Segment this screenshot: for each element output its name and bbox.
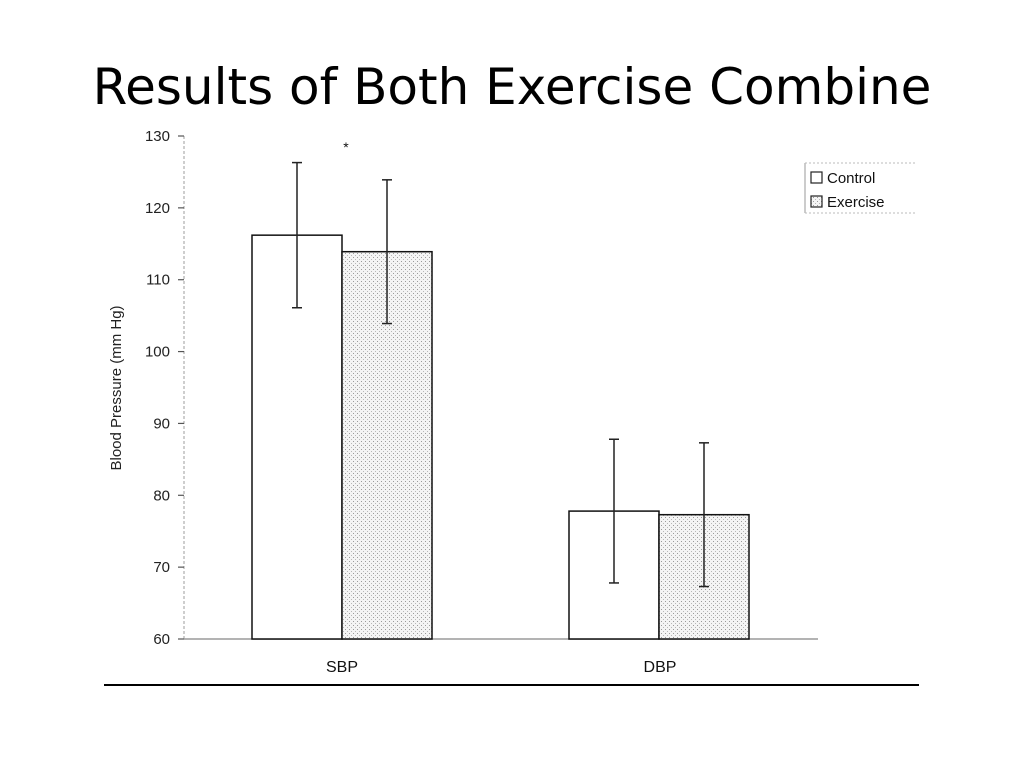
x-tick-label: SBP bbox=[326, 659, 358, 676]
legend-swatch-exercise bbox=[810, 195, 823, 208]
legend: Control Exercise bbox=[804, 162, 915, 214]
bars bbox=[251, 161, 750, 640]
y-tick-label: 70 bbox=[153, 559, 170, 576]
y-tick-label: 60 bbox=[153, 631, 170, 648]
bottom-rule bbox=[104, 684, 919, 686]
y-tick-label: 80 bbox=[153, 487, 170, 504]
legend-swatch-control bbox=[810, 171, 823, 184]
y-axis-label: Blood Pressure (mm Hg) bbox=[108, 305, 125, 470]
y-tick-label: 110 bbox=[146, 272, 170, 289]
y-tick-label: 130 bbox=[145, 128, 170, 145]
y-tick-label: 90 bbox=[153, 415, 170, 432]
significance-marker: * bbox=[343, 139, 349, 155]
y-tick-label: 120 bbox=[145, 200, 170, 217]
y-tick-label: 100 bbox=[145, 344, 170, 361]
legend-label-control: Control bbox=[827, 170, 875, 187]
slide-title: Results of Both Exercise Combine bbox=[92, 58, 932, 116]
x-tick-label: DBP bbox=[644, 659, 677, 676]
labels: 60 70 80 90 100 110 120 130 Blood Pressure (mm H… bbox=[108, 128, 676, 676]
legend-label-exercise: Exercise bbox=[827, 194, 885, 211]
